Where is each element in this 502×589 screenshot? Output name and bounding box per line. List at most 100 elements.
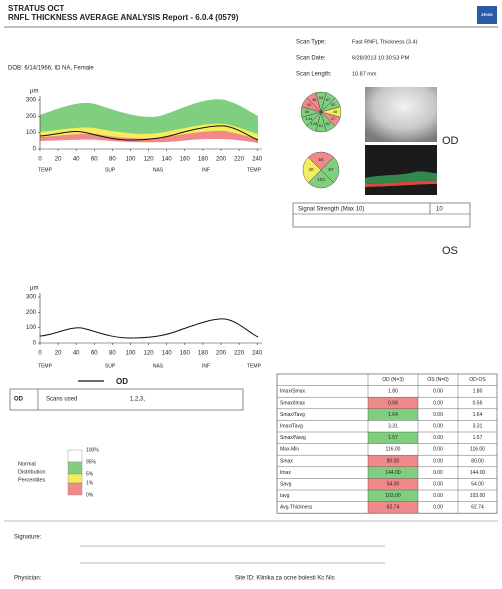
table-cell: 0.00 [433, 412, 443, 418]
table-cell: Smax/Imax [280, 400, 306, 406]
table-cell: 0.00 [433, 447, 443, 453]
table-cell: 1.80 [473, 389, 483, 395]
x-tick-label: 180 [198, 351, 209, 357]
table-cell: 0.00 [433, 470, 443, 476]
y-tick-label: 300 [26, 295, 37, 301]
status-cell [368, 420, 418, 432]
percentile-label: 5% [86, 471, 94, 477]
table-cell: Max-Min [280, 447, 299, 453]
x-tick-label: 60 [91, 157, 98, 163]
subtitle: RNFL THICKNESS AVERAGE ANALYSIS Report -… [8, 13, 239, 22]
scan-value: 6/28/2013 10:30:53 PM [352, 55, 410, 61]
table-cell: 3.31 [473, 424, 483, 430]
scan-label: Scan Date: [296, 56, 326, 62]
x-tick-label: 200 [216, 157, 227, 163]
region-label: TEMP [247, 167, 262, 173]
percentile-label: 0% [86, 492, 94, 498]
quadrant-value: 57 [328, 167, 334, 172]
table-cell: Avg.Thickness [280, 505, 313, 511]
legend-od: OD [116, 377, 128, 386]
quadrant-value: 103 [317, 177, 325, 182]
table-cell: 0.00 [433, 505, 443, 511]
y-tick-label: 300 [26, 98, 37, 104]
os-label: OS [442, 245, 458, 257]
x-tick-label: 160 [180, 157, 191, 163]
quadrant-value: 54 [318, 157, 324, 162]
sector [306, 92, 322, 113]
x-tick-label: 80 [109, 351, 116, 357]
region-label: TEMP [247, 363, 262, 369]
scans-eye: OD [14, 397, 24, 403]
table-cell: 0.00 [433, 493, 443, 499]
table-cell: Smax/Navg [280, 435, 306, 441]
table-cell: Smax/Tavg [280, 412, 305, 418]
x-tick-label: 20 [55, 351, 62, 357]
table-cell: 1.57 [473, 435, 483, 441]
x-tick-label: 80 [109, 157, 116, 163]
x-tick-label: 140 [162, 351, 173, 357]
table-cell: 1.64 [388, 412, 398, 418]
scan-label: Scan Length: [296, 72, 332, 78]
table-cell: 0.00 [433, 458, 443, 464]
table-cell: 62.74 [471, 505, 484, 511]
table-cell: 116.00 [386, 447, 401, 453]
x-tick-label: 0 [38, 157, 42, 163]
percentile-swatch [67, 449, 83, 463]
signal-value: 10 [436, 207, 443, 213]
table-header: OS (N=0) [427, 377, 449, 383]
table-cell: 0.00 [433, 424, 443, 430]
clock-value: 47 [331, 116, 336, 121]
table-cell: 54.00 [471, 482, 484, 488]
oct-image [365, 145, 437, 195]
y-tick-label: 0 [33, 147, 37, 153]
od-label: OD [442, 135, 459, 147]
y-tick-label: 200 [26, 310, 37, 316]
clock-value: 61 [319, 123, 324, 128]
table-cell: 0.00 [433, 482, 443, 488]
table-cell: 144.00 [385, 470, 401, 476]
signature: Signature: [14, 535, 42, 541]
x-tick-label: 100 [125, 351, 136, 357]
y-tick-label: 200 [26, 114, 37, 120]
table-cell: 103.00 [385, 493, 401, 499]
table-cell: Imax/Smax [280, 389, 306, 395]
dob: DOB: 6/14/1966, ID NA, Female [8, 66, 94, 72]
table-cell: 0.00 [433, 435, 443, 441]
percentile-swatch [67, 461, 83, 475]
oct-layer [365, 180, 437, 187]
clock-value: 52 [326, 121, 331, 126]
logo [477, 6, 497, 24]
scans-label: Scans used [46, 397, 77, 403]
table-cell: Smax [280, 458, 293, 464]
x-tick-label: 40 [73, 351, 80, 357]
x-tick-label: 20 [55, 157, 62, 163]
site-id: Site ID: Klinika za ocne bolesti Kc Nis [235, 576, 335, 582]
region-label: SUP [105, 363, 116, 369]
scans-box [9, 388, 244, 411]
normative-bands [39, 99, 259, 149]
profile-curve [39, 318, 259, 339]
status-cell [368, 432, 418, 444]
physician: Physician: [14, 576, 42, 582]
region-label: INF [202, 363, 210, 369]
clock-value: 144 [306, 116, 313, 121]
clock-value: 54 [319, 95, 324, 100]
percentile-title: Percentiles [18, 477, 45, 483]
table-cell: 144.00 [470, 470, 486, 476]
scan-label: Scan Type: [296, 40, 326, 46]
table-cell: 62.74 [387, 505, 400, 511]
percentile-label: 95% [86, 459, 97, 465]
clock-value: 40 [307, 102, 312, 107]
table-cell: 1.57 [388, 435, 398, 441]
clock-value: 125 [311, 121, 318, 126]
table-cell: 1.64 [473, 412, 483, 418]
x-tick-label: 120 [144, 351, 155, 357]
fundus-image [365, 87, 437, 142]
table-cell: 0.56 [388, 400, 398, 406]
x-tick-label: 240 [252, 351, 263, 357]
unit-label: µm [30, 286, 38, 292]
table-header: OD-OS [469, 377, 486, 383]
percentile-swatch [67, 482, 83, 496]
table-cell: Savg [280, 482, 292, 488]
